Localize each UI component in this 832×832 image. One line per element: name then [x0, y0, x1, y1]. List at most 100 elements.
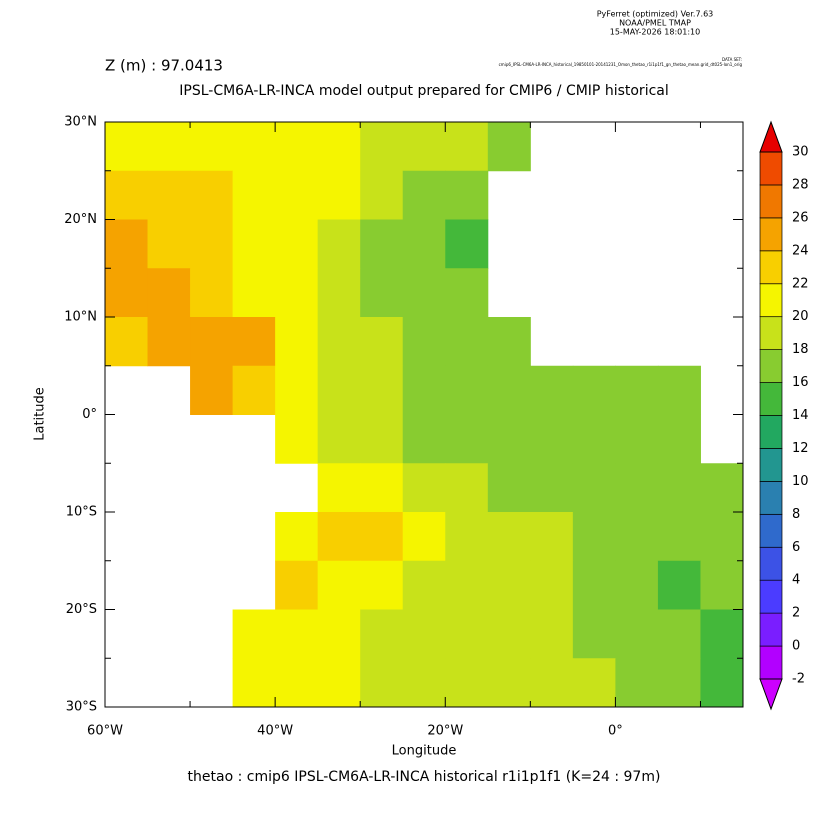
grid-cell: [572, 463, 616, 513]
grid-cell: [530, 463, 574, 513]
grid-cell: [275, 658, 319, 708]
y-tick-label: 0°: [82, 407, 97, 422]
grid-cell: [190, 365, 234, 415]
colorbar-under: [759, 678, 783, 711]
grid-cell: [275, 170, 319, 220]
grid-cell: [572, 512, 616, 562]
grid-cell: [657, 414, 701, 464]
grid-cell: [360, 219, 404, 269]
grid-cell: [700, 560, 744, 610]
footer: thetao : cmip6 IPSL-CM6A-LR-INCA histori…: [188, 769, 661, 785]
colorbar-label: 8: [792, 507, 800, 522]
colorbar-label: 28: [792, 177, 809, 192]
grid-cell: [360, 414, 404, 464]
grid-cell: [317, 317, 361, 367]
grid-cell: [275, 560, 319, 610]
grid-cell: [530, 658, 574, 708]
y-tick-label: 20°S: [66, 602, 97, 617]
grid-cell: [402, 512, 446, 562]
grid-cell: [615, 658, 659, 708]
grid-cell: [275, 609, 319, 659]
colorbar-band: [759, 283, 783, 318]
grid-cell: [445, 365, 489, 415]
grid-cell: [360, 560, 404, 610]
grid-cell: [657, 658, 701, 708]
grid-cell: [190, 268, 234, 318]
grid-cell: [105, 268, 149, 318]
grid-cell: [360, 170, 404, 220]
y-tick-label: 30°N: [64, 115, 97, 130]
grid-cell: [487, 365, 531, 415]
colorbar-label: 12: [792, 441, 809, 456]
colorbar-label: 26: [792, 210, 809, 225]
grid-cell: [572, 365, 616, 415]
grid-cell: [360, 122, 404, 172]
colorbar-band: [759, 415, 783, 449]
grid-cell: [105, 317, 149, 367]
grid-cell: [232, 609, 276, 659]
colorbar-band: [759, 579, 783, 614]
grid-cell: [615, 512, 659, 562]
grid-cell: [530, 512, 574, 562]
grid-cell: [317, 463, 361, 513]
grid-cell: [360, 268, 404, 318]
grid-cell: [487, 512, 531, 562]
grid-cell: [487, 560, 531, 610]
grid-cell: [445, 122, 489, 172]
grid-cell: [360, 512, 404, 562]
grid-cell: [445, 414, 489, 464]
grid-cell: [572, 560, 616, 610]
grid-cell: [105, 122, 149, 172]
grid-cell: [487, 609, 531, 659]
grid-cell: [232, 219, 276, 269]
grid-cell: [360, 317, 404, 367]
grid-cell: [402, 658, 446, 708]
colorbar-band: [759, 316, 783, 350]
grid-cell: [572, 414, 616, 464]
grid-cell: [700, 512, 744, 562]
colorbar-band: [759, 645, 783, 680]
colorbar-band: [759, 250, 783, 285]
grid-cell: [190, 122, 234, 172]
grid-cell: [147, 170, 191, 220]
grid-cell: [190, 219, 234, 269]
grid-cell: [615, 560, 659, 610]
grid-cell: [317, 122, 361, 172]
grid-cell: [572, 658, 616, 708]
grid-cell: [402, 414, 446, 464]
colorbar-band: [759, 546, 783, 581]
grid-cell: [487, 122, 531, 172]
grid-cell: [445, 512, 489, 562]
y-tick-label: 10°N: [64, 310, 97, 325]
grid-cell: [445, 170, 489, 220]
y-axis-label: Latitude: [33, 387, 48, 441]
colorbar-label: 14: [792, 408, 809, 423]
grid-cell: [275, 268, 319, 318]
grid-cell: [700, 609, 744, 659]
grid-cell: [530, 414, 574, 464]
grid-cell: [360, 609, 404, 659]
grid-cell: [402, 122, 446, 172]
grid-cell: [147, 268, 191, 318]
grid-cell: [657, 609, 701, 659]
subtitle: Z (m) : 97.0413: [105, 57, 223, 75]
grid-cell: [657, 512, 701, 562]
colorbar-band: [759, 184, 783, 219]
colorbar-band: [759, 612, 783, 647]
x-axis-label: Longitude: [392, 744, 457, 759]
grid-cell: [700, 463, 744, 513]
grid-cell: [190, 170, 234, 220]
grid-cell: [487, 658, 531, 708]
dataset: cmip6_IPSL-CM6A-LR-INCA_historical_19850…: [499, 62, 743, 67]
grid-cell: [317, 609, 361, 659]
header-line: NOAA/PMEL TMAP: [619, 19, 691, 28]
grid-cell: [402, 365, 446, 415]
grid-cell: [445, 463, 489, 513]
grid-cell: [147, 122, 191, 172]
dataset-label: DATA SET:: [722, 57, 742, 62]
y-tick-label: 20°N: [64, 212, 97, 227]
grid-cell: [232, 268, 276, 318]
x-tick-label: 60°W: [87, 724, 123, 739]
grid-cell: [572, 609, 616, 659]
